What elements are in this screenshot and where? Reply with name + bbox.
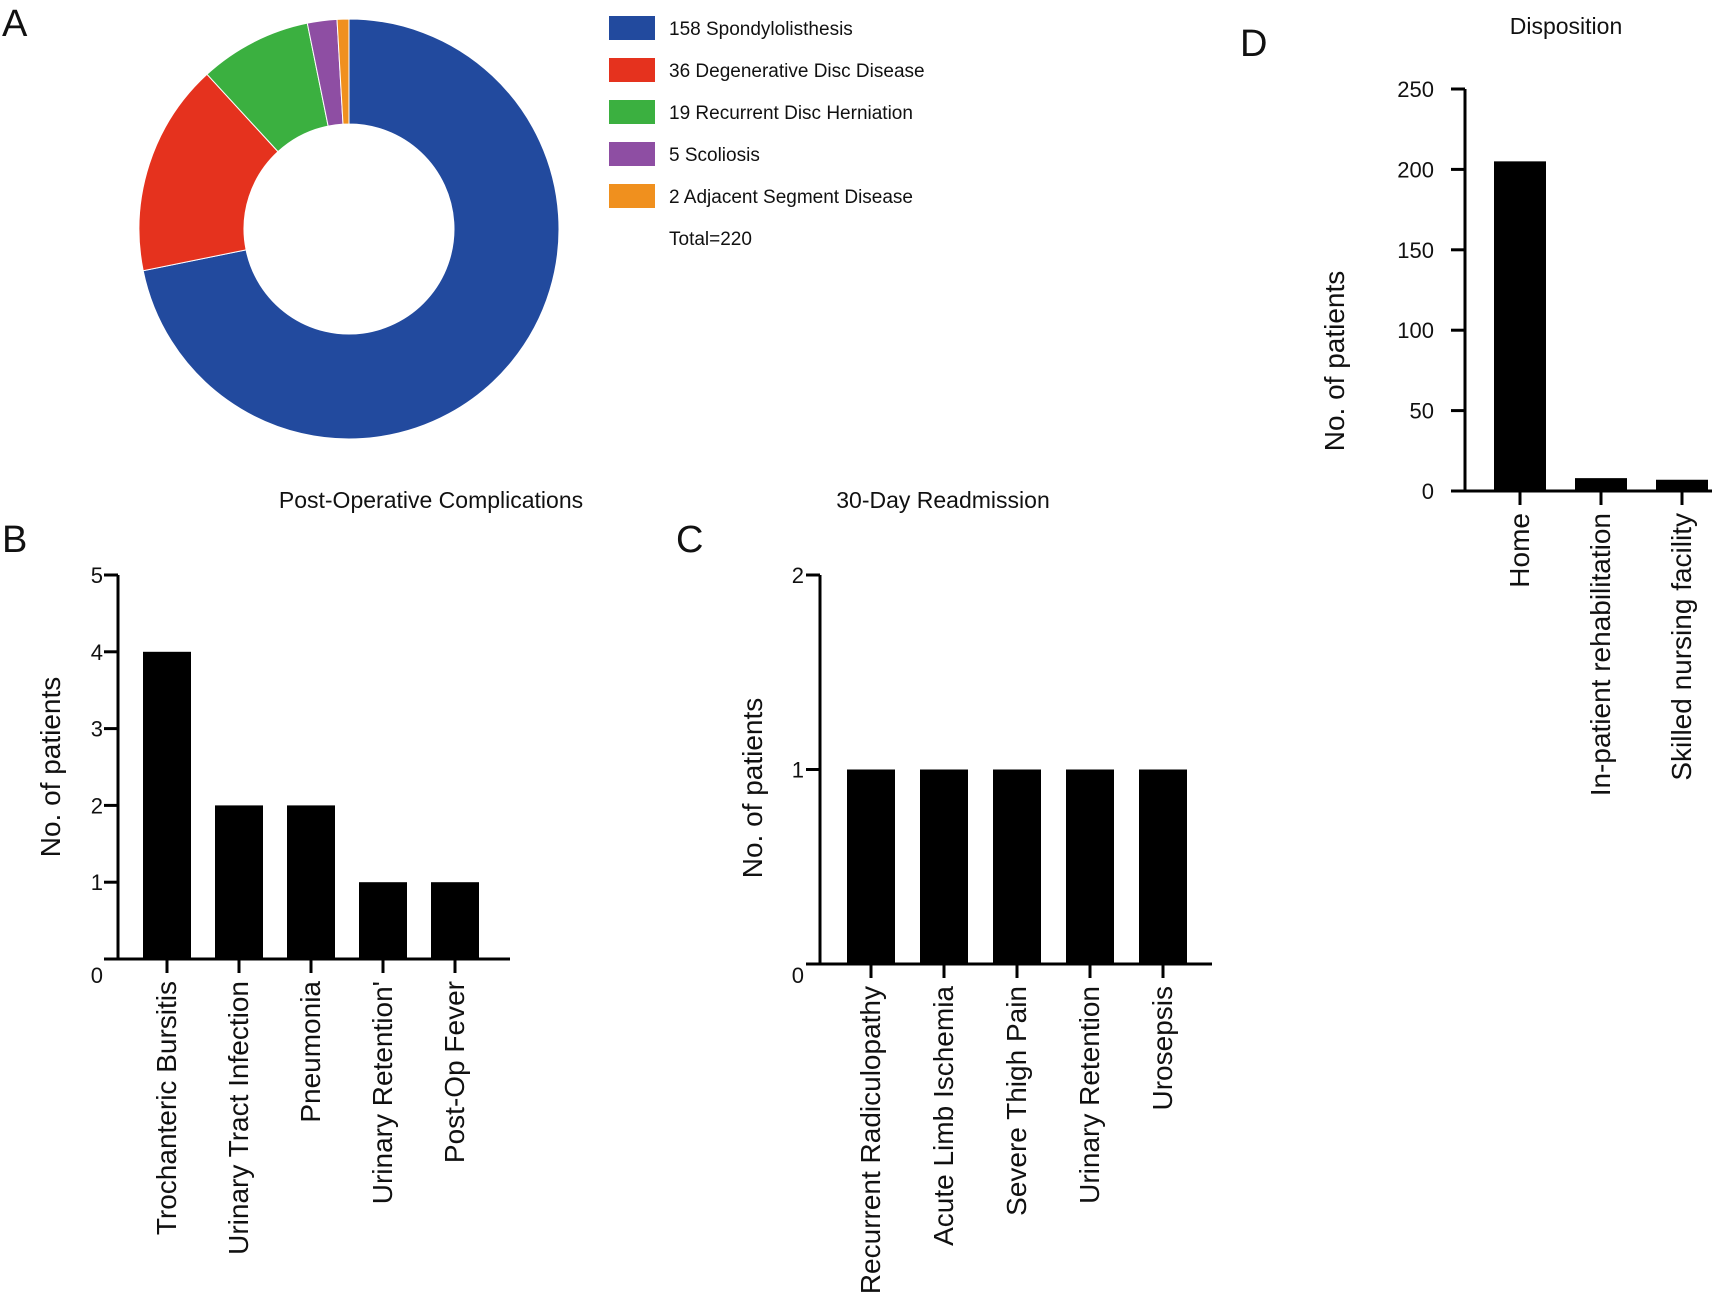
legend-label-2-adjacent-segment-disease: 2 Adjacent Segment Disease [669, 187, 913, 208]
category-label-urinary-tract-infection: Urinary Tract Infection [223, 981, 254, 1255]
category-label-acute-limb-ischemia: Acute Limb Ischemia [928, 986, 959, 1246]
bar-skilled-nursing-facility [1656, 479, 1708, 491]
category-label-urosepsis: Urosepsis [1147, 986, 1178, 1110]
legend-label-19-recurrent-disc-herniation: 19 Recurrent Disc Herniation [669, 103, 913, 124]
donut-legend: 158 Spondylolisthesis 36 Degenerative Dis… [609, 16, 925, 250]
donut-chart [138, 18, 560, 440]
y-tick-label: 0 [792, 963, 804, 988]
category-label-pneumonia: Pneumonia [295, 981, 326, 1123]
y-tick-label: 2 [91, 793, 103, 818]
y-tick-label: 1 [91, 870, 103, 895]
bar-in-patient-rehabilitation [1575, 478, 1627, 491]
category-label-skilled-nursing-facility: Skilled nursing facility [1666, 513, 1697, 781]
panel-letter-a: A [2, 3, 28, 45]
y-axis-label: No. of patients [35, 677, 66, 858]
category-label-severe-thigh-pain: Severe Thigh Pain [1001, 986, 1032, 1216]
category-label-urinary-retention: Urinary Retention [1074, 986, 1105, 1204]
category-label-in-patient-rehabilitation: In-patient rehabilitation [1585, 513, 1616, 796]
y-axis-label: No. of patients [1319, 271, 1350, 452]
legend-swatch-158-spondylolisthesis [609, 16, 655, 40]
category-label-post-op-fever: Post-Op Fever [439, 981, 470, 1163]
disposition-bar-chart: Disposition 0 50 100 150 200 250 No. of patient… [1319, 13, 1712, 796]
legend-swatch-5-scoliosis [609, 142, 655, 166]
legend-label-5-scoliosis: 5 Scoliosis [669, 145, 760, 166]
legend-swatch-36-degenerative-disc-disease [609, 58, 655, 82]
y-tick-label: 2 [792, 563, 804, 588]
readmission-bar-chart: 30-Day Readmission 0 1 2 No. of patients Recu… [737, 487, 1212, 1294]
y-tick-label: 100 [1397, 318, 1434, 343]
legend-label-158-spondylolisthesis: 158 Spondylolisthesis [669, 19, 853, 40]
y-tick-label: 3 [91, 717, 103, 742]
bar-home [1494, 161, 1546, 492]
y-tick-label: 0 [91, 963, 103, 988]
legend-total: Total=220 [669, 229, 752, 250]
y-axis-label: No. of patients [737, 698, 768, 879]
complications-bar-chart: Post-Operative Complications 0 1 2 3 4 5 No. of… [35, 487, 583, 1255]
bar-trochanteric-bursitis [143, 651, 191, 959]
donut-slice-158-spondylolisthesis [142, 18, 560, 440]
chart-title: 30-Day Readmission [836, 487, 1049, 513]
donut-slice-2-adjacent-segment-disease [336, 18, 350, 125]
chart-title: Post-Operative Complications [279, 487, 583, 513]
bar-urinary-tract-infection [215, 805, 263, 959]
category-label-home: Home [1504, 513, 1535, 588]
category-label-recurrent-radiculopathy: Recurrent Radiculopathy [855, 986, 886, 1294]
legend-swatch-2-adjacent-segment-disease [609, 184, 655, 208]
panel-letter-b: B [2, 519, 27, 561]
bar-urinary-retention [359, 882, 407, 959]
bar-acute-limb-ischemia [920, 769, 968, 964]
chart-title: Disposition [1510, 13, 1623, 39]
bar-urinary-retention [1066, 769, 1114, 964]
y-tick-label: 4 [91, 640, 103, 665]
legend-label-36-degenerative-disc-disease: 36 Degenerative Disc Disease [669, 61, 925, 82]
category-label-trochanteric-bursitis: Trochanteric Bursitis [151, 981, 182, 1235]
bar-post-op-fever [431, 882, 479, 959]
y-tick-label: 50 [1410, 399, 1434, 424]
y-tick-label: 0 [1422, 479, 1434, 504]
legend-swatch-19-recurrent-disc-herniation [609, 100, 655, 124]
panel-letter-c: C [676, 519, 703, 561]
bar-recurrent-radiculopathy [847, 769, 895, 964]
panel-letter-d: D [1240, 23, 1267, 65]
bar-urosepsis [1139, 769, 1187, 964]
y-tick-label: 5 [91, 563, 103, 588]
y-tick-label: 250 [1397, 77, 1434, 102]
y-tick-label: 200 [1397, 157, 1434, 182]
category-label-urinary-retention: Urinary Retention' [367, 981, 398, 1204]
y-tick-label: 1 [792, 758, 804, 783]
bar-severe-thigh-pain [993, 769, 1041, 964]
donut-slice-36-degenerative-disc-disease [138, 73, 279, 272]
bar-pneumonia [287, 805, 335, 959]
y-tick-label: 150 [1397, 238, 1434, 263]
